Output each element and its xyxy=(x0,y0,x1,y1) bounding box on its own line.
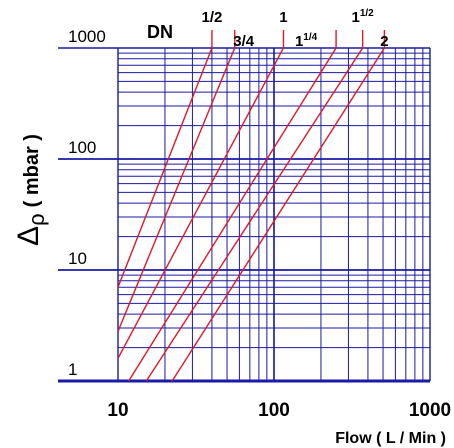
series-line xyxy=(117,30,213,288)
y-tick-label: 10 xyxy=(68,249,87,268)
series-line xyxy=(117,30,236,332)
x-axis-title: Flow ( L / Min ) xyxy=(335,430,446,447)
y-tick-label: 1 xyxy=(68,360,77,379)
series-line xyxy=(145,30,364,382)
series-label: 1 xyxy=(279,9,287,26)
y-axis-title: Δρ( mbar ) xyxy=(12,134,49,246)
grid xyxy=(58,47,431,383)
x-tick-label: 10 xyxy=(107,400,128,421)
y-axis-symbol: Δρ( mbar ) xyxy=(12,134,49,246)
series-line xyxy=(117,30,285,359)
series-label: 3/4 xyxy=(233,33,255,50)
series-label: 1/2 xyxy=(201,9,222,26)
axis-labels: 1 10 100 1000 10 100 1000 Flow ( L / Min ) Δρ( m… xyxy=(12,8,451,447)
x-tick-label: 100 xyxy=(258,400,290,421)
series-lines xyxy=(117,30,386,382)
series-label: 11/2 xyxy=(352,8,375,26)
y-tick-label: 100 xyxy=(68,138,96,157)
series-label: 2 xyxy=(380,33,388,50)
series-line xyxy=(128,30,337,382)
series-line xyxy=(171,30,386,382)
y-tick-label: 1000 xyxy=(68,27,106,46)
series-label: 11/4 xyxy=(295,32,318,50)
x-tick-label: 1000 xyxy=(409,400,451,421)
chart-title: DN xyxy=(147,22,173,42)
